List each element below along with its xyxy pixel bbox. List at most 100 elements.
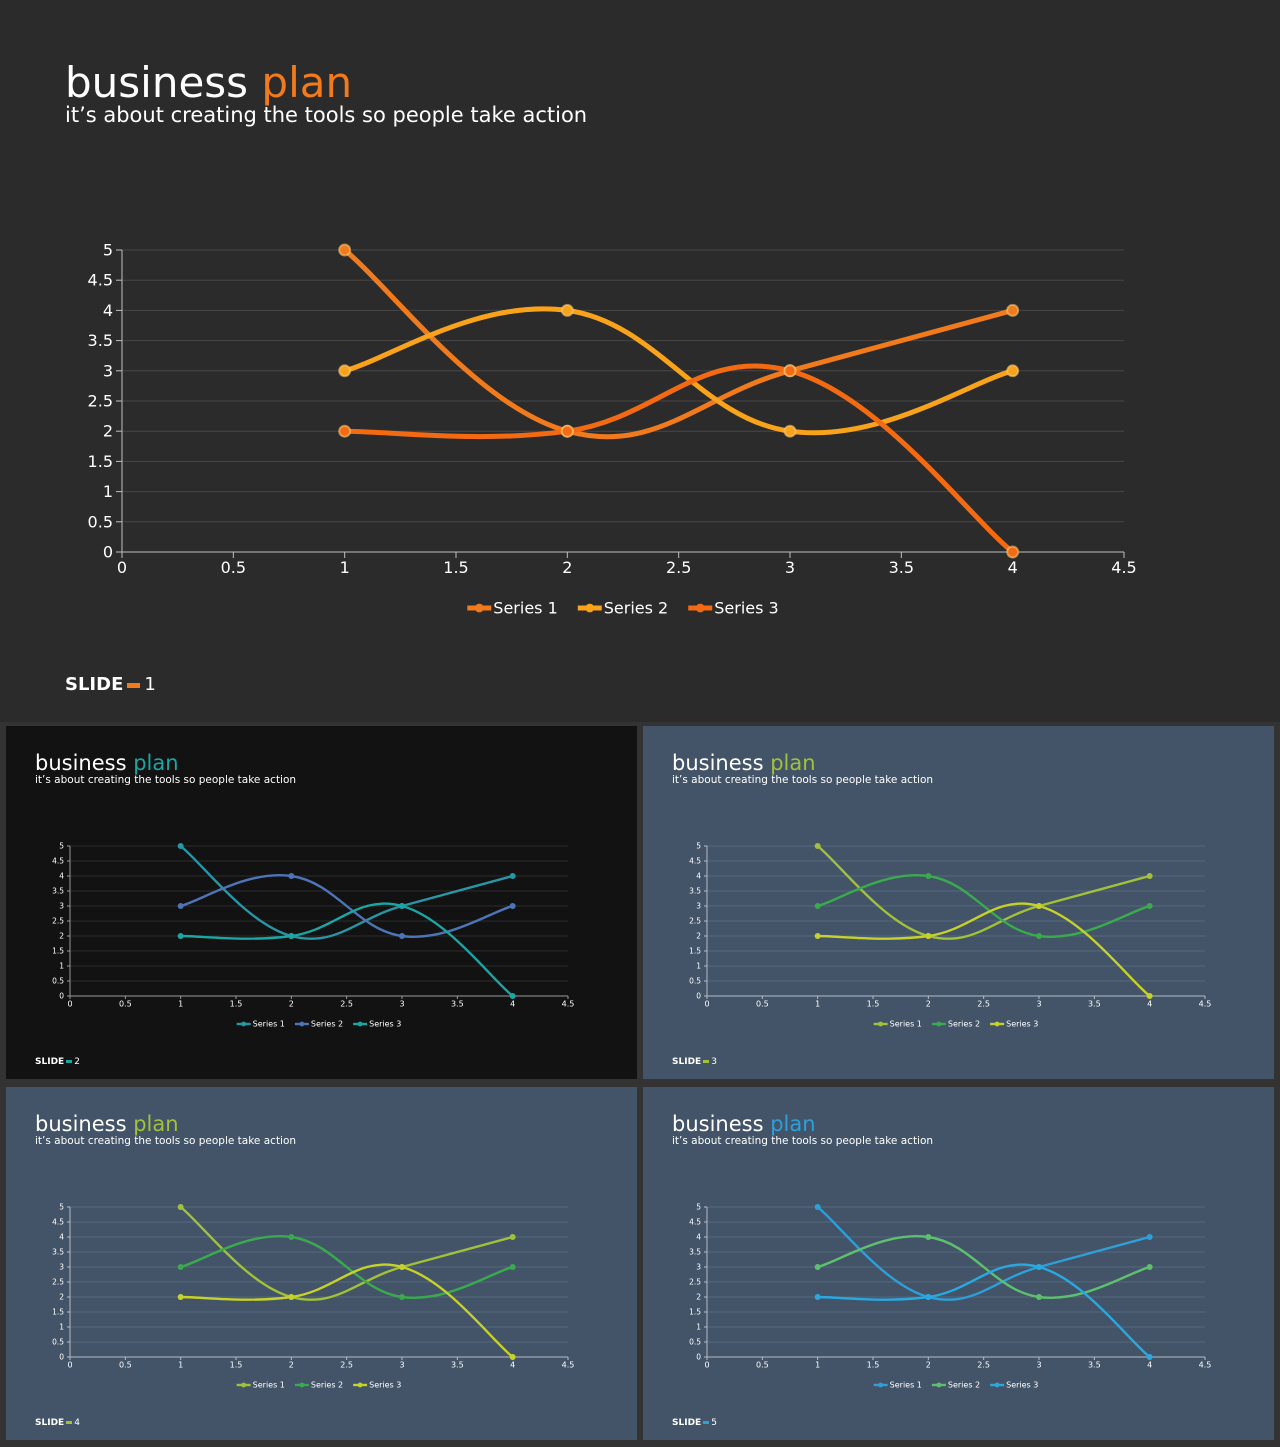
x-tick-label: 3 xyxy=(1036,1361,1041,1370)
slide-number-label: SLIDE 2 xyxy=(35,1058,80,1067)
series-2-point xyxy=(925,873,932,879)
series-2-point xyxy=(1036,933,1042,939)
legend-marker xyxy=(994,1021,1000,1027)
x-tick-label: 4.5 xyxy=(1199,1000,1212,1009)
series-3-line xyxy=(816,1263,1151,1359)
x-tick-label: 1.5 xyxy=(867,1361,880,1370)
series-3-point xyxy=(925,933,932,939)
legend-label: Series 3 xyxy=(369,1020,401,1029)
chart-legend: Series 1 Series 2 Series 3 xyxy=(467,599,779,618)
legend-label: Series 3 xyxy=(1006,1020,1038,1029)
x-tick-label: 3 xyxy=(1036,1000,1041,1009)
legend-marker xyxy=(878,1021,884,1027)
legend-item: Series 2 xyxy=(294,1381,343,1390)
legend-marker xyxy=(241,1382,247,1388)
x-tick-label: 4 xyxy=(510,1361,515,1370)
legend-item: Series 1 xyxy=(873,1020,922,1029)
x-tick-label: 3.5 xyxy=(889,558,914,577)
legend-label: Series 1 xyxy=(493,599,557,618)
legend-item: Series 2 xyxy=(931,1381,980,1390)
y-tick-label: 0.5 xyxy=(689,1338,701,1347)
y-tick-label: 3.5 xyxy=(689,887,701,896)
legend-marker xyxy=(994,1382,1000,1388)
legend-item: Series 3 xyxy=(990,1020,1038,1029)
x-tick-label: 1 xyxy=(178,1361,183,1370)
legend-marker xyxy=(357,1021,363,1027)
y-tick-label: 1.5 xyxy=(52,1308,64,1317)
legend-item: Series 3 xyxy=(688,599,779,618)
slide-number: 3 xyxy=(711,1057,717,1067)
x-tick-label: 1.5 xyxy=(230,1361,243,1370)
y-tick-label: 3 xyxy=(103,361,113,380)
line-chart: 0 0.5 1 1.5 2 2.5 3 3.5 4 4.5 5 0 0.5 1 1.5 2 2.5 3 3.5 4 4.… xyxy=(52,1203,575,1390)
slide-number-label: SLIDE 5 xyxy=(672,1419,717,1428)
slide-title: business plan xyxy=(35,1114,179,1135)
accent-dash xyxy=(127,682,141,688)
slide-title: business plan xyxy=(65,62,352,104)
line-chart: 0 0.5 1 1.5 2 2.5 3 3.5 4 4.5 5 0 0.5 1 1.5 2 2.5 3 3.5 4 4.… xyxy=(689,842,1212,1029)
y-tick-label: 0.5 xyxy=(52,977,64,986)
series-2-point xyxy=(814,1264,821,1270)
slide-number: 2 xyxy=(74,1057,80,1067)
title-accent-word: plan xyxy=(770,751,816,775)
slide-3: business plan it’s about creating the to… xyxy=(643,726,1274,1079)
x-tick-label: 1.5 xyxy=(230,1000,243,1009)
slide-1: business plan it’s about creating the to… xyxy=(0,0,1280,722)
y-tick-label: 2 xyxy=(696,1293,701,1302)
x-tick-label: 2.5 xyxy=(977,1000,990,1009)
legend-marker xyxy=(878,1382,884,1388)
title-word: business xyxy=(672,751,764,775)
series-3-point xyxy=(509,993,516,999)
legend-item: Series 1 xyxy=(873,1381,922,1390)
legend-item: Series 2 xyxy=(931,1020,980,1029)
series-1-point xyxy=(509,873,516,879)
legend-marker xyxy=(474,603,484,613)
y-tick-label: 1.5 xyxy=(689,947,701,956)
x-tick-label: 3 xyxy=(785,558,795,577)
x-tick-label: 3 xyxy=(399,1361,404,1370)
y-tick-label: 3.5 xyxy=(52,1248,64,1257)
legend-marker xyxy=(357,1382,363,1388)
x-tick-label: 0 xyxy=(117,558,127,577)
series-2-line xyxy=(816,874,1151,938)
slide-label-text: SLIDE xyxy=(672,1418,702,1428)
series-3-line xyxy=(816,902,1151,998)
line-chart: 0 0.5 1 1.5 2 2.5 3 3.5 4 4.5 5 0 0.5 1 1.5 2 2.5 3 3.5 4 4.… xyxy=(689,1203,1212,1390)
x-tick-label: 3.5 xyxy=(1088,1361,1101,1370)
x-tick-label: 1.5 xyxy=(443,558,468,577)
y-tick-label: 0 xyxy=(696,1353,701,1362)
x-tick-label: 3.5 xyxy=(451,1000,464,1009)
series-2-point xyxy=(1146,903,1153,909)
y-tick-label: 0.5 xyxy=(689,977,701,986)
series-3-point xyxy=(783,364,797,378)
title-accent-word: plan xyxy=(261,58,353,107)
legend-label: Series 1 xyxy=(890,1020,922,1029)
legend-label: Series 3 xyxy=(714,599,778,618)
series-3-point xyxy=(560,424,574,438)
line-chart: 0 0.5 1 1.5 2 2.5 3 3.5 4 4.5 5 0 0.5 1 1.5 2 2.5 3 3.5 4 4.… xyxy=(52,842,575,1029)
series-2-point xyxy=(560,303,574,317)
y-tick-label: 4 xyxy=(59,1233,64,1242)
y-tick-label: 2.5 xyxy=(88,392,113,411)
legend-label: Series 2 xyxy=(604,599,668,618)
series-3-point xyxy=(814,933,821,939)
y-tick-label: 4.5 xyxy=(52,1218,64,1227)
slide-number-label: SLIDE 4 xyxy=(35,1419,80,1428)
legend-marker xyxy=(299,1382,305,1388)
x-tick-label: 4.5 xyxy=(562,1000,575,1009)
series-1-line xyxy=(342,247,1016,440)
series-1-point xyxy=(1006,303,1020,317)
series-3-point xyxy=(177,1294,184,1300)
x-tick-label: 4.5 xyxy=(562,1361,575,1370)
legend-item: Series 2 xyxy=(577,599,668,618)
x-tick-label: 2.5 xyxy=(977,1361,990,1370)
x-tick-label: 1 xyxy=(340,558,350,577)
x-tick-label: 4.5 xyxy=(1199,1361,1212,1370)
y-tick-label: 5 xyxy=(59,1203,64,1212)
y-tick-label: 4 xyxy=(696,1233,701,1242)
legend-item: Series 3 xyxy=(990,1381,1038,1390)
legend-label: Series 2 xyxy=(948,1020,980,1029)
y-tick-label: 3 xyxy=(696,902,701,911)
y-tick-label: 4 xyxy=(696,872,701,881)
x-tick-label: 1.5 xyxy=(867,1000,880,1009)
